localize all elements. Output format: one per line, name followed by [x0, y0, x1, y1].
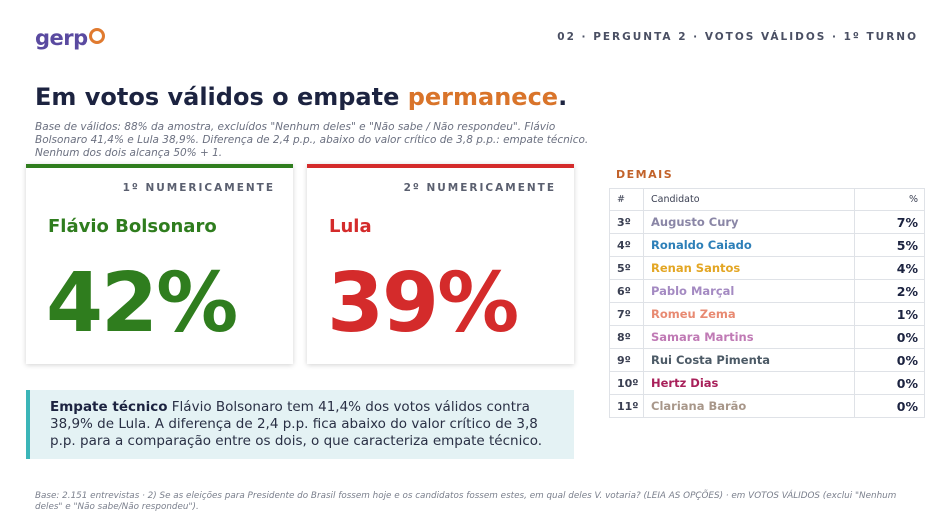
row-pct: 0%	[854, 371, 925, 395]
row-num: 9º	[609, 348, 644, 372]
row-pct: 0%	[854, 394, 925, 418]
table-row: 6º Pablo Marçal 2%	[609, 279, 925, 303]
table-row: 7º Romeu Zema 1%	[609, 302, 925, 326]
table-header-row: # Candidato %	[609, 188, 925, 211]
row-name: Samara Martins	[643, 325, 855, 349]
callout-box: Empate técnico Flávio Bolsonaro tem 41,4…	[26, 390, 574, 459]
logo-mark-icon	[88, 28, 105, 44]
table-row: 8º Samara Martins 0%	[609, 325, 925, 349]
row-name: Hertz Dias	[643, 371, 855, 395]
row-num: 7º	[609, 302, 644, 326]
header-pct: %	[854, 188, 925, 211]
row-name: Ronaldo Caiado	[643, 233, 855, 257]
card-rank: 1º NUMERICAMENTE	[122, 182, 275, 194]
table-row: 3º Augusto Cury 7%	[609, 210, 925, 234]
row-name: Pablo Marçal	[643, 279, 855, 303]
candidate-card-second: 2º NUMERICAMENTE Lula 39%	[307, 164, 574, 364]
headline-end: .	[558, 83, 568, 111]
card-vote-value: 39%	[327, 256, 519, 351]
row-pct: 4%	[854, 256, 925, 280]
card-vote-value: 42%	[46, 256, 238, 351]
subtitle: Base de válidos: 88% da amostra, excluíd…	[35, 121, 589, 159]
row-pct: 0%	[854, 348, 925, 372]
row-num: 11º	[609, 394, 644, 418]
section-label: 02 · PERGUNTA 2 · VOTOS VÁLIDOS · 1º TUR…	[557, 31, 918, 43]
table-row: 11º Clariana Barão 0%	[609, 394, 925, 418]
row-name: Romeu Zema	[643, 302, 855, 326]
row-name: Clariana Barão	[643, 394, 855, 418]
demais-table: # Candidato % 3º Augusto Cury 7% 4º Rona…	[609, 188, 925, 418]
row-num: 8º	[609, 325, 644, 349]
row-name: Rui Costa Pimenta	[643, 348, 855, 372]
row-num: 5º	[609, 256, 644, 280]
row-num: 4º	[609, 233, 644, 257]
row-name: Renan Santos	[643, 256, 855, 280]
header-name: Candidato	[643, 188, 855, 211]
callout-title: Empate técnico	[50, 399, 168, 415]
table-row: 5º Renan Santos 4%	[609, 256, 925, 280]
demais-title: DEMAIS	[616, 168, 674, 181]
card-candidate-name: Flávio Bolsonaro	[48, 216, 217, 237]
header-num: #	[609, 188, 644, 211]
row-pct: 2%	[854, 279, 925, 303]
headline-main: Em votos válidos o empate	[35, 83, 408, 111]
headline-accent: permanece	[407, 83, 559, 111]
card-rank: 2º NUMERICAMENTE	[403, 182, 556, 194]
table-row: 10º Hertz Dias 0%	[609, 371, 925, 395]
row-num: 6º	[609, 279, 644, 303]
logo: gerp	[35, 26, 105, 50]
page-title: Em votos válidos o empate permanece.	[35, 83, 567, 111]
table-row: 9º Rui Costa Pimenta 0%	[609, 348, 925, 372]
footnote: Base: 2.151 entrevistas · 2) Se as eleiç…	[35, 491, 897, 512]
candidate-card-first: 1º NUMERICAMENTE Flávio Bolsonaro 42%	[26, 164, 293, 364]
table-row: 4º Ronaldo Caiado 5%	[609, 233, 925, 257]
row-num: 3º	[609, 210, 644, 234]
row-num: 10º	[609, 371, 644, 395]
row-pct: 1%	[854, 302, 925, 326]
callout-text: Flávio Bolsonaro tem 41,4% dos votos vál…	[50, 399, 543, 449]
row-name: Augusto Cury	[643, 210, 855, 234]
card-candidate-name: Lula	[329, 216, 372, 237]
row-pct: 0%	[854, 325, 925, 349]
row-pct: 5%	[854, 233, 925, 257]
logo-text: gerp	[35, 26, 88, 50]
row-pct: 7%	[854, 210, 925, 234]
